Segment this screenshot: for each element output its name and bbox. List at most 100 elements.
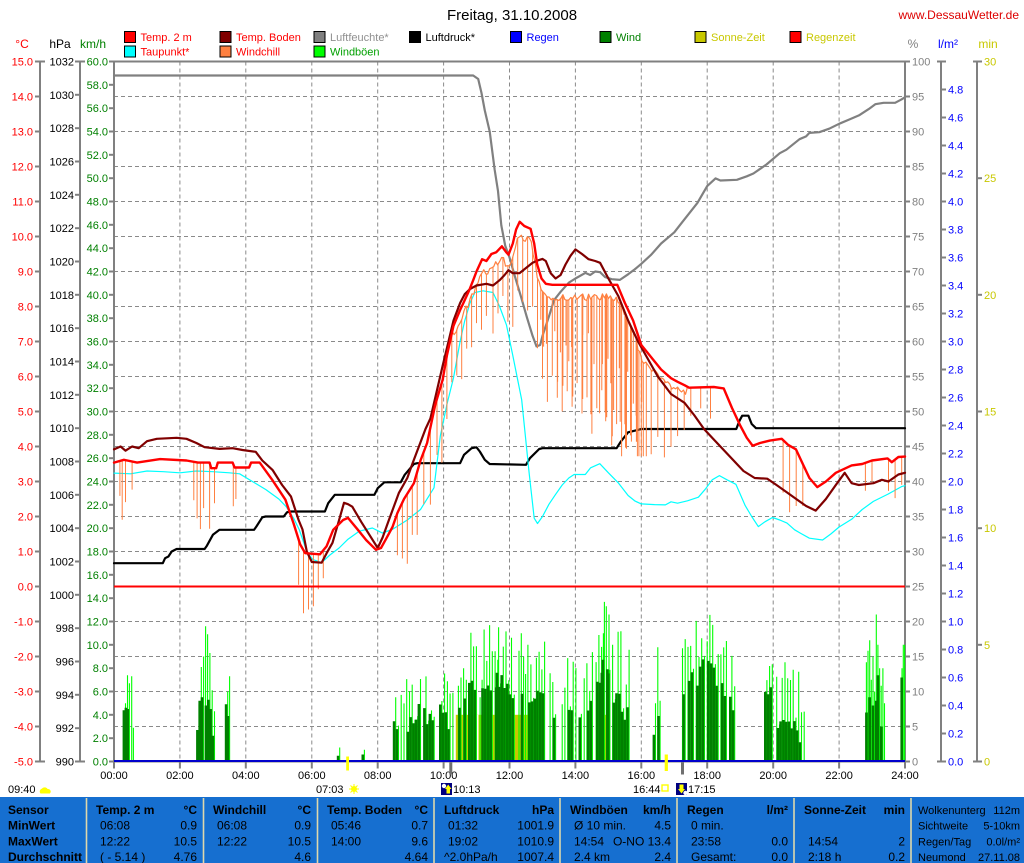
svg-text:0.7: 0.7 bbox=[411, 819, 428, 833]
svg-text:4.6: 4.6 bbox=[294, 850, 311, 863]
svg-text:0.0: 0.0 bbox=[771, 835, 788, 849]
svg-text:Temp. Boden: Temp. Boden bbox=[327, 803, 402, 817]
svg-text:1020: 1020 bbox=[50, 257, 74, 269]
svg-text:42.0: 42.0 bbox=[87, 267, 108, 279]
svg-text:20: 20 bbox=[912, 617, 924, 629]
svg-text:6.0: 6.0 bbox=[93, 687, 108, 699]
svg-text:^2.0hPa/h: ^2.0hPa/h bbox=[444, 850, 498, 863]
svg-text:30: 30 bbox=[984, 57, 996, 69]
svg-text:11.0: 11.0 bbox=[12, 197, 33, 209]
svg-text:56.0: 56.0 bbox=[87, 103, 108, 115]
svg-text:0.2: 0.2 bbox=[948, 729, 963, 741]
svg-text:Luftdruck: Luftdruck bbox=[444, 803, 500, 817]
svg-text:6.0: 6.0 bbox=[18, 372, 33, 384]
svg-text:Windchill: Windchill bbox=[236, 47, 280, 59]
svg-text:Sonne-Zeit: Sonne-Zeit bbox=[804, 803, 866, 817]
svg-text:17:15: 17:15 bbox=[688, 784, 716, 796]
svg-text:34.0: 34.0 bbox=[87, 360, 108, 372]
svg-text:1018: 1018 bbox=[50, 290, 74, 302]
svg-text:22:00: 22:00 bbox=[825, 770, 853, 782]
svg-text:50.0: 50.0 bbox=[87, 173, 108, 185]
svg-text:( - 5.14 ): ( - 5.14 ) bbox=[100, 850, 145, 863]
svg-text:2.4: 2.4 bbox=[654, 850, 671, 863]
svg-text:32.0: 32.0 bbox=[87, 383, 108, 395]
svg-text:12.0: 12.0 bbox=[87, 617, 108, 629]
svg-text:2.4 km: 2.4 km bbox=[574, 850, 610, 863]
svg-text:05:46: 05:46 bbox=[331, 819, 361, 833]
svg-text:20: 20 bbox=[984, 290, 996, 302]
svg-text:1008: 1008 bbox=[50, 457, 74, 469]
svg-text:10:00: 10:00 bbox=[430, 770, 458, 782]
svg-text:0.0: 0.0 bbox=[771, 850, 788, 863]
svg-text:60: 60 bbox=[912, 337, 924, 349]
svg-text:112m: 112m bbox=[993, 805, 1020, 817]
svg-text:Taupunkt*: Taupunkt* bbox=[141, 47, 191, 59]
svg-text:-1.0: -1.0 bbox=[14, 617, 33, 629]
svg-text:2.8: 2.8 bbox=[948, 365, 963, 377]
svg-text:85: 85 bbox=[912, 162, 924, 174]
svg-text:10: 10 bbox=[912, 687, 924, 699]
svg-text:95: 95 bbox=[912, 92, 924, 104]
svg-text:Regen: Regen bbox=[687, 803, 724, 817]
svg-text:24:00: 24:00 bbox=[891, 770, 919, 782]
svg-text:1022: 1022 bbox=[50, 223, 74, 235]
svg-text:5-10km: 5-10km bbox=[983, 821, 1020, 833]
svg-text:40.0: 40.0 bbox=[87, 290, 108, 302]
svg-text:1.8: 1.8 bbox=[948, 505, 963, 517]
svg-text:2.4: 2.4 bbox=[948, 421, 963, 433]
svg-text:4.4: 4.4 bbox=[948, 141, 963, 153]
svg-text:Temp. Boden: Temp. Boden bbox=[236, 32, 301, 44]
svg-text:2.0: 2.0 bbox=[93, 733, 108, 745]
svg-text:38.0: 38.0 bbox=[87, 313, 108, 325]
svg-text:08:00: 08:00 bbox=[364, 770, 392, 782]
svg-text:1030: 1030 bbox=[50, 90, 74, 102]
svg-text:3.2: 3.2 bbox=[948, 309, 963, 321]
svg-text:40: 40 bbox=[912, 477, 924, 489]
svg-text:5: 5 bbox=[912, 722, 918, 734]
svg-text:hPa: hPa bbox=[532, 803, 554, 817]
svg-text:19:02: 19:02 bbox=[448, 835, 478, 849]
svg-text:06:00: 06:00 bbox=[298, 770, 326, 782]
svg-text:4.5: 4.5 bbox=[654, 819, 671, 833]
svg-text:l/m²: l/m² bbox=[767, 803, 788, 817]
svg-text:22.0: 22.0 bbox=[87, 500, 108, 512]
svg-text:2.0: 2.0 bbox=[18, 512, 33, 524]
svg-text:Windböen: Windböen bbox=[570, 803, 628, 817]
svg-text:%: % bbox=[908, 37, 919, 51]
svg-text:km/h: km/h bbox=[80, 37, 106, 51]
svg-text:44.0: 44.0 bbox=[87, 243, 108, 255]
svg-text:8.0: 8.0 bbox=[93, 663, 108, 675]
svg-text:992: 992 bbox=[56, 723, 74, 735]
svg-text:12:00: 12:00 bbox=[496, 770, 524, 782]
svg-text:1.0: 1.0 bbox=[18, 547, 33, 559]
svg-text:°C: °C bbox=[184, 803, 198, 817]
svg-text:9.0: 9.0 bbox=[18, 267, 33, 279]
svg-text:27.11.08: 27.11.08 bbox=[978, 852, 1020, 863]
svg-text:4.6: 4.6 bbox=[948, 113, 963, 125]
svg-text:0 min.: 0 min. bbox=[691, 819, 724, 833]
svg-text:100: 100 bbox=[912, 57, 930, 69]
svg-text:Ø 10 min.: Ø 10 min. bbox=[574, 819, 626, 833]
svg-text:14:54: 14:54 bbox=[574, 835, 604, 849]
svg-text:10.5: 10.5 bbox=[174, 835, 198, 849]
svg-text:18:00: 18:00 bbox=[693, 770, 721, 782]
svg-text:2.2: 2.2 bbox=[948, 449, 963, 461]
svg-text:1010.9: 1010.9 bbox=[517, 835, 554, 849]
svg-text:-3.0: -3.0 bbox=[14, 687, 33, 699]
svg-text:54.0: 54.0 bbox=[87, 127, 108, 139]
svg-text:06:08: 06:08 bbox=[217, 819, 247, 833]
svg-text:1012: 1012 bbox=[50, 390, 74, 402]
svg-text:1002: 1002 bbox=[50, 557, 74, 569]
svg-text:3.0: 3.0 bbox=[948, 337, 963, 349]
svg-text:36.0: 36.0 bbox=[87, 337, 108, 349]
svg-text:-5.0: -5.0 bbox=[14, 757, 33, 769]
svg-text:24.0: 24.0 bbox=[87, 477, 108, 489]
svg-text:0.9: 0.9 bbox=[294, 819, 311, 833]
svg-text:Regenzeit: Regenzeit bbox=[806, 32, 856, 44]
svg-text:998: 998 bbox=[56, 623, 74, 635]
svg-text:1001.9: 1001.9 bbox=[517, 819, 554, 833]
svg-text:3.8: 3.8 bbox=[948, 225, 963, 237]
svg-text:Sichtweite: Sichtweite bbox=[918, 821, 968, 833]
svg-text:Durchschnitt: Durchschnitt bbox=[8, 850, 82, 863]
svg-text:1007.4: 1007.4 bbox=[517, 850, 554, 863]
